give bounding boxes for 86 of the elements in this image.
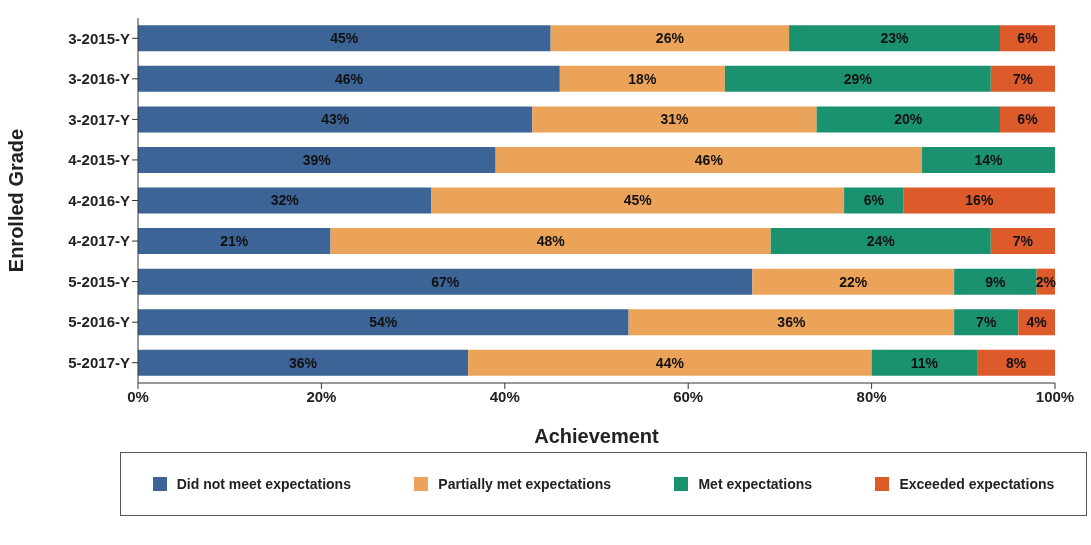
bar: [550, 25, 790, 52]
bar: [431, 187, 845, 214]
data-label: 7%: [1012, 70, 1034, 87]
y-tick-label: 3-2016-Y: [68, 70, 130, 88]
y-tick-label: 4-2017-Y: [68, 232, 130, 250]
bar: [816, 106, 1000, 133]
bar: [138, 228, 331, 255]
bar: [903, 187, 1055, 214]
data-label: 45%: [623, 192, 653, 209]
bar: [977, 349, 1055, 376]
data-label: 26%: [655, 30, 685, 47]
data-label: 6%: [863, 192, 885, 209]
x-tick-label: 40%: [489, 387, 520, 405]
data-label: 21%: [220, 233, 249, 250]
bar: [990, 65, 1055, 92]
y-tick-label: 3-2017-Y: [68, 110, 130, 128]
bar: [138, 146, 496, 173]
data-label: 20%: [894, 111, 923, 128]
bar: [844, 187, 904, 214]
bar: [871, 349, 978, 376]
data-label: 6%: [1017, 30, 1039, 47]
x-axis-title: Achievement: [534, 425, 660, 447]
data-label: 45%: [330, 30, 359, 47]
data-label: 14%: [974, 151, 1004, 168]
y-tick-label: 4-2016-Y: [68, 191, 130, 209]
bar: [330, 228, 771, 255]
data-label: 24%: [866, 233, 896, 250]
data-label: 31%: [660, 111, 689, 128]
bar: [954, 268, 1037, 295]
data-label: 54%: [369, 314, 398, 331]
y-tick-label: 5-2016-Y: [68, 313, 130, 331]
data-label: 46%: [694, 151, 724, 168]
legend-label: Exceeded expectations: [899, 476, 1055, 492]
data-label: 7%: [1012, 233, 1034, 250]
bar: [468, 349, 872, 376]
data-label: 39%: [302, 151, 332, 168]
bar: [138, 106, 533, 133]
bar: [789, 25, 1000, 52]
data-label: 18%: [628, 70, 657, 87]
data-label: 46%: [334, 70, 364, 87]
y-tick-label: 3-2015-Y: [68, 29, 130, 47]
data-label: 43%: [321, 111, 350, 128]
bar: [724, 65, 991, 92]
data-label: 29%: [843, 70, 873, 87]
x-tick-label: 60%: [673, 387, 704, 405]
data-label: 22%: [839, 273, 868, 290]
bar: [138, 187, 432, 214]
legend-label: Partially met expectations: [438, 476, 612, 492]
bar: [752, 268, 955, 295]
bar: [559, 65, 725, 92]
bar: [138, 65, 560, 92]
x-tick-label: 80%: [856, 387, 887, 405]
data-label: 16%: [965, 192, 994, 209]
bar: [770, 228, 991, 255]
data-label: 67%: [431, 273, 460, 290]
y-tick-label: 5-2017-Y: [68, 354, 130, 372]
data-label: 9%: [985, 273, 1007, 290]
y-tick-label: 5-2015-Y: [68, 272, 130, 290]
data-label: 11%: [910, 354, 939, 371]
bar: [954, 309, 1019, 336]
bar: [138, 268, 753, 295]
bar: [990, 228, 1055, 255]
legend-label: Met expectations: [698, 476, 813, 492]
data-label: 23%: [880, 30, 910, 47]
bar: [138, 25, 551, 52]
data-label: 6%: [1017, 111, 1039, 128]
data-label: 32%: [270, 192, 300, 209]
data-label: 8%: [1005, 354, 1027, 371]
bar: [138, 349, 469, 376]
bar: [532, 106, 817, 133]
data-label: 44%: [655, 354, 685, 371]
y-axis-title: Enrolled Grade: [5, 128, 28, 273]
data-label: 36%: [777, 314, 806, 331]
legend-label: Did not meet expectations: [176, 476, 351, 492]
data-label: 7%: [976, 314, 997, 331]
x-tick-label: 100%: [1035, 387, 1075, 405]
y-tick-label: 4-2015-Y: [68, 151, 130, 169]
bar: [495, 146, 923, 173]
bar: [922, 146, 1055, 173]
bar: [628, 309, 955, 336]
x-tick-label: 0%: [127, 387, 149, 405]
x-tick-label: 20%: [306, 387, 337, 405]
data-label: 4%: [1026, 314, 1048, 331]
data-label: 48%: [536, 233, 566, 250]
data-label: 36%: [289, 354, 318, 371]
bar: [138, 309, 629, 336]
